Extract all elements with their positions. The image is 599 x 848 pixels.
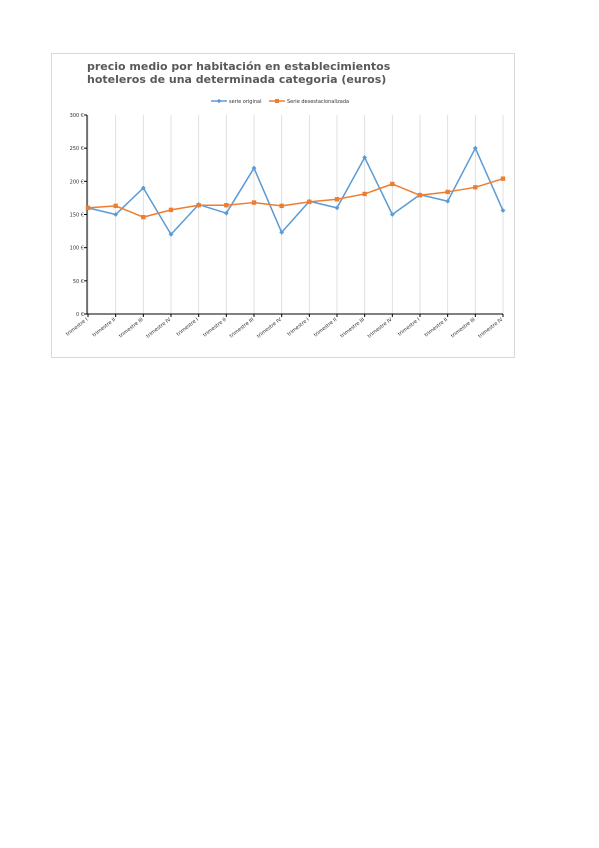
series-1-point <box>500 208 506 213</box>
x-tick-label: trimestre I <box>286 317 310 338</box>
series-1-point <box>362 155 368 160</box>
series-2-point <box>113 203 118 209</box>
series-2-point <box>390 181 395 187</box>
x-tick-label: trimestre III <box>118 317 145 340</box>
series-2-point <box>141 214 146 220</box>
series-1-point <box>251 165 257 171</box>
series-2-point <box>251 200 257 205</box>
x-tick-label: trimestre II <box>313 317 338 339</box>
y-tick-label: 300 € <box>70 113 84 119</box>
series-2-point <box>473 185 478 190</box>
legend-label-1: serie original <box>229 99 261 105</box>
series-2-point <box>196 203 201 208</box>
series-2-point <box>307 199 312 205</box>
series-line-1 <box>87 147 504 236</box>
x-tick-label: trimestre II <box>92 317 117 339</box>
y-tick-label: 200 € <box>70 179 84 185</box>
x-tick-label: trimestre I <box>65 317 89 338</box>
series-1-point <box>279 230 285 235</box>
legend-label-2: Serie desestacionalizada <box>287 99 349 105</box>
legend-marker-2 <box>275 99 279 103</box>
series-1-point <box>140 185 146 191</box>
series-2-point <box>500 176 506 181</box>
series-2-point <box>224 203 229 208</box>
y-tick-label: 150 € <box>70 213 84 219</box>
x-tick-label: trimestre III <box>450 317 477 340</box>
series <box>85 145 506 237</box>
axes <box>84 114 504 317</box>
y-tick-label: 100 € <box>70 246 84 252</box>
x-tick-label: trimestre IV <box>145 316 172 339</box>
x-tick-label: trimestre I <box>176 317 200 338</box>
series-2-point <box>168 207 174 213</box>
series-2-point <box>417 193 423 198</box>
x-tick-label: trimestre II <box>202 317 227 339</box>
series-2-point <box>279 203 284 209</box>
series-1-point <box>223 210 229 216</box>
x-tick-label: trimestre I <box>397 317 421 338</box>
y-tick-labels: 0 € 50 € 100 € 150 € 200 € 250 € 300 € <box>70 113 84 318</box>
chart-title: precio medio por habitación en estableci… <box>87 60 391 86</box>
series-2-point <box>85 205 91 211</box>
x-tick-label: trimestre IV <box>477 316 504 339</box>
legend: serie original Serie desestacionalizada <box>211 98 349 105</box>
x-tick-label: trimestre IV <box>256 316 283 339</box>
series-1-point <box>168 232 174 237</box>
series-line-2 <box>87 177 504 218</box>
x-tick-label: trimestre III <box>229 317 256 340</box>
y-tick-label: 250 € <box>70 146 84 152</box>
series-2-point <box>362 191 367 197</box>
x-tick-label: trimestre III <box>339 317 366 340</box>
x-tick-label: trimestre IV <box>367 316 394 339</box>
x-tick-label: trimestre II <box>424 317 449 339</box>
series-1-point <box>334 205 340 211</box>
y-tick-label: 50 € <box>73 279 84 285</box>
legend-marker-1 <box>216 98 222 104</box>
series-1-point <box>472 145 478 151</box>
series-1-point <box>389 212 395 217</box>
series-2-point <box>334 197 340 202</box>
grid-lines <box>87 115 504 314</box>
y-tick-label: 0 € <box>76 312 84 318</box>
series-1-point <box>113 212 119 217</box>
series-2-point <box>445 189 450 195</box>
series-1-point <box>445 198 451 204</box>
